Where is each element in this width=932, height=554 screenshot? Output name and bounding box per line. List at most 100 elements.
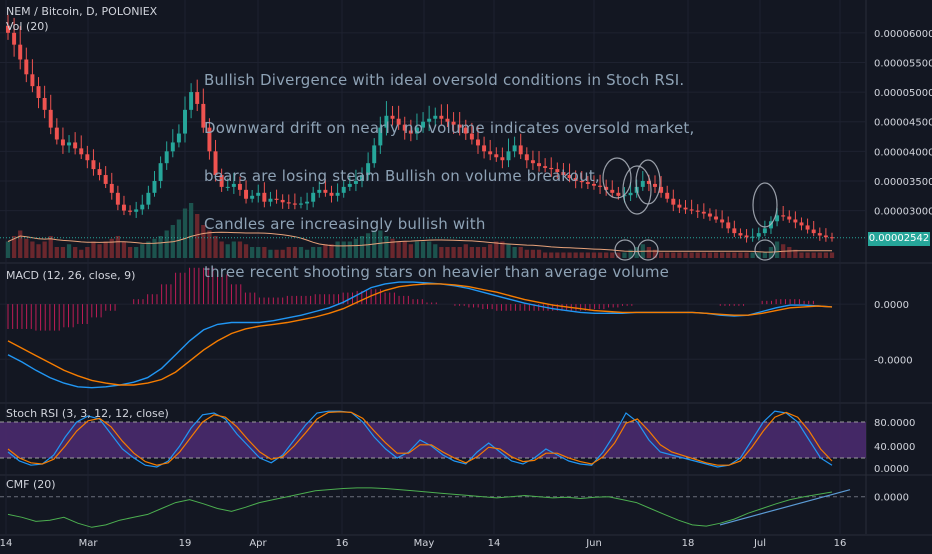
candle-body	[372, 145, 377, 164]
cmf-title: CMF (20)	[6, 478, 56, 491]
volume-bar	[604, 252, 609, 258]
volume-bar	[73, 247, 78, 258]
macd-title: MACD (12, 26, close, 9)	[6, 269, 136, 282]
candle-body	[830, 237, 834, 239]
volume-bar	[414, 241, 420, 258]
volume-bar	[408, 244, 413, 258]
candle-body	[103, 175, 108, 184]
candle-body	[195, 92, 200, 104]
volume-bar	[683, 252, 688, 258]
candle-body	[701, 211, 706, 214]
volume-bar	[451, 247, 456, 258]
candle-body	[134, 209, 139, 212]
candle-body	[109, 183, 114, 193]
hand-drawn-circle	[752, 182, 778, 228]
volume-bar	[811, 252, 816, 258]
candle-body	[640, 180, 645, 187]
annotation-line: Bullish Divergence with ideal oversold c…	[204, 71, 685, 89]
price-tick-label: 0.00003500	[874, 177, 932, 188]
candle-body	[750, 236, 755, 238]
volume-bar	[506, 244, 511, 258]
candle-body	[30, 74, 35, 87]
candle-body	[433, 115, 438, 119]
volume-bar	[140, 244, 145, 258]
candle-body	[524, 154, 529, 161]
volume-bar	[103, 241, 108, 258]
candle-body	[591, 183, 596, 186]
candle-body	[646, 180, 651, 184]
volume-bar	[213, 236, 218, 258]
candle-body	[298, 203, 303, 205]
candle-body	[469, 133, 474, 140]
candle-body	[274, 198, 279, 200]
candle-body	[347, 183, 352, 187]
candle-body	[555, 169, 560, 173]
volume-bar	[475, 247, 481, 258]
volume-bar	[182, 208, 188, 258]
hand-drawn-circle	[635, 159, 661, 205]
candle-body	[689, 209, 694, 211]
candle-body	[530, 160, 535, 164]
volume-bar	[433, 244, 438, 258]
hand-drawn-circle	[614, 239, 636, 261]
hand-drawn-circle	[602, 157, 632, 199]
volume-bar	[610, 252, 615, 258]
volume-bar	[30, 241, 35, 258]
volume-bar	[402, 241, 407, 258]
price-tick-label: 0.00004500	[874, 118, 932, 129]
volume-bar	[79, 249, 84, 258]
volume-bar	[457, 247, 462, 258]
candle-body	[518, 145, 523, 155]
candle-body	[567, 175, 572, 178]
candle-body	[366, 163, 371, 176]
candle-body	[549, 167, 554, 170]
annotation-line: three recent shooting stars on heavier t…	[204, 263, 670, 281]
candle-body	[463, 127, 468, 134]
volume-bar	[628, 249, 633, 258]
volume-bar	[805, 252, 810, 258]
volume-bar	[481, 247, 487, 258]
volume-bar	[561, 252, 566, 258]
volume-bar	[463, 244, 468, 258]
candle-body	[213, 151, 218, 176]
candle-body	[24, 59, 29, 75]
last-price-tag: 0.00002542	[868, 232, 930, 246]
candle-body	[488, 151, 493, 155]
candle-body	[714, 216, 719, 220]
volume-bar	[732, 252, 737, 258]
volume-bar	[225, 244, 230, 258]
candle-body	[811, 229, 816, 234]
candle-body	[598, 185, 603, 187]
candle-body	[146, 192, 151, 205]
volume-bar	[646, 247, 652, 258]
cmf-tick-label: 0.0000	[874, 493, 909, 504]
candle-body	[408, 130, 413, 134]
candle-body	[762, 228, 767, 234]
candle-body	[653, 183, 657, 187]
candle-body	[781, 215, 786, 217]
candle-body	[561, 172, 566, 176]
candle-body	[158, 163, 163, 181]
volume-bar	[311, 247, 316, 258]
candle-body	[85, 154, 90, 161]
candle-body	[744, 235, 749, 238]
volume-bar	[567, 252, 572, 258]
candle-body	[384, 115, 389, 128]
candle-body	[512, 145, 517, 152]
volume-bar	[787, 247, 792, 258]
volume-bar	[91, 241, 96, 258]
candle-body	[585, 182, 590, 184]
volume-bar	[54, 247, 59, 258]
volume-bar	[36, 244, 41, 258]
candle-body	[97, 169, 102, 176]
candle-body	[451, 121, 456, 125]
volume-bar	[146, 241, 151, 258]
candle-body	[6, 25, 10, 33]
volume-bar	[274, 249, 279, 258]
volume-bar	[109, 238, 114, 258]
x-axis-label: 16	[336, 538, 349, 549]
candle-body	[543, 166, 548, 168]
candle-body	[79, 148, 84, 155]
cmf-trendline	[719, 489, 851, 526]
